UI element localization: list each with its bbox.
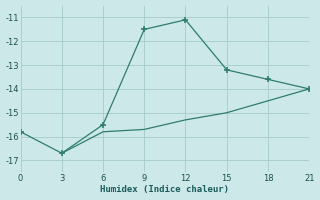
X-axis label: Humidex (Indice chaleur): Humidex (Indice chaleur) [100,185,229,194]
